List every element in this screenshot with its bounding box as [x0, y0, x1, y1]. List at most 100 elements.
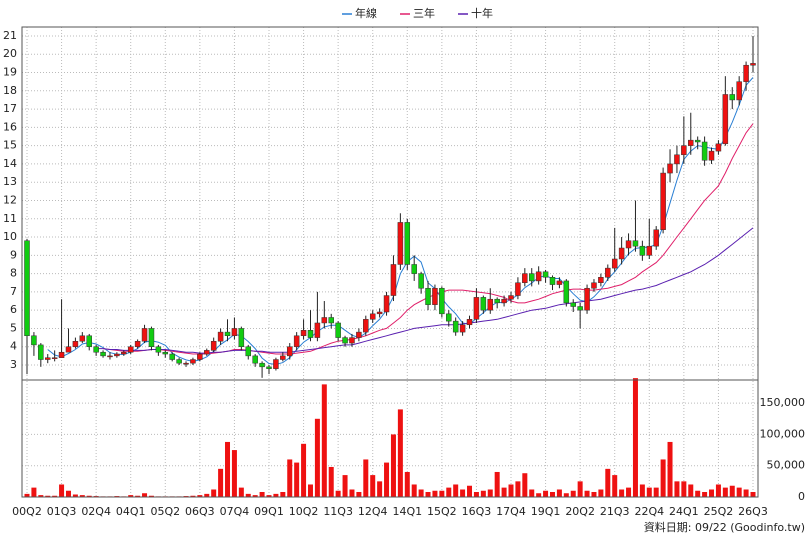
price-tick-label: 11 [3, 212, 17, 225]
price-tick-label: 3 [10, 358, 17, 371]
price-tick-label: 9 [10, 248, 17, 261]
volume-bar [218, 468, 224, 497]
candle-body [563, 280, 570, 304]
x-tick-label: 20Q2 [565, 505, 595, 518]
x-tick-label: 06Q3 [185, 505, 215, 518]
candle-body [750, 63, 756, 66]
volume-bar [411, 484, 417, 497]
volume-bar [639, 484, 645, 497]
volume-bar [591, 491, 597, 497]
candle-body [162, 351, 169, 355]
volume-bar [342, 475, 348, 497]
candle-body [114, 353, 120, 357]
volume-bar [356, 491, 362, 497]
candle-body [307, 330, 314, 338]
volume-bar [577, 481, 583, 497]
volume-bar [467, 485, 473, 497]
price-tick-label: 4 [10, 340, 17, 353]
candle-body [245, 346, 252, 357]
volume-bar [480, 490, 486, 497]
volume-bar [86, 495, 92, 497]
x-tick-label: 00Q2 [12, 505, 42, 518]
volume-bar [570, 490, 576, 497]
candle-body [535, 271, 542, 282]
volume-bar [280, 491, 286, 497]
volume-bar [605, 468, 611, 497]
candle-body [667, 163, 673, 174]
price-tick-label: 12 [3, 193, 17, 206]
candle-body [459, 324, 466, 333]
candle-body [473, 297, 480, 320]
candle-body [24, 240, 30, 337]
candle-body [487, 298, 494, 311]
candle-body [556, 280, 563, 285]
volume-bar [750, 491, 756, 497]
volume-bar [612, 475, 618, 497]
candle-body [38, 344, 44, 360]
candle-body [335, 322, 341, 338]
candle-body [432, 287, 438, 305]
x-tick-label: 17Q4 [496, 505, 526, 518]
volume-bar [632, 378, 638, 497]
volume-tick-label: 100,000 [760, 427, 806, 440]
volume-bar [487, 489, 493, 497]
candle-body [577, 306, 583, 311]
candle-body [397, 222, 404, 265]
volume-bar [584, 490, 590, 497]
candle-body [293, 335, 300, 347]
candle-body [446, 313, 452, 322]
volume-bar [722, 487, 728, 497]
candle-body [93, 346, 99, 353]
volume-bar [142, 493, 148, 497]
candle-body [494, 298, 500, 304]
candle-body [508, 295, 514, 300]
candle-body [321, 317, 328, 324]
volume-bar [238, 487, 244, 497]
candle-body [252, 355, 258, 364]
candle-body [722, 94, 729, 145]
volume-bar [522, 473, 528, 497]
price-tick-label: 18 [3, 84, 17, 97]
candle-body [639, 245, 646, 256]
volume-bar [294, 462, 300, 497]
candle-body [584, 287, 590, 311]
volume-bar [24, 493, 30, 497]
volume-bar [390, 434, 396, 497]
price-tick-label: 7 [10, 285, 17, 298]
candle-body [349, 337, 355, 344]
candle-body [155, 346, 162, 353]
x-tick-label: 25Q2 [704, 505, 734, 518]
candle-body [259, 362, 265, 368]
volume-bar [418, 489, 424, 497]
candle-body [542, 271, 549, 278]
volume-bar [287, 459, 293, 497]
x-tick-label: 09Q1 [254, 505, 284, 518]
candle-body [729, 94, 736, 101]
candle-body [701, 141, 708, 161]
x-tick-label: 12Q4 [358, 505, 388, 518]
candle-body [515, 282, 521, 296]
volume-bar [38, 495, 44, 497]
candle-body [44, 357, 51, 360]
candle-body [328, 317, 334, 324]
candle-body [411, 264, 417, 274]
price-tick-label: 8 [10, 267, 17, 280]
candle-body [286, 346, 293, 357]
candle-body [79, 335, 86, 342]
price-tick-label: 16 [3, 120, 17, 133]
volume-bar [446, 487, 452, 497]
volume-bar [536, 493, 542, 497]
candle-body [425, 287, 431, 305]
volume-bar [549, 491, 555, 497]
candle-body [314, 322, 321, 338]
volume-bar [501, 487, 507, 497]
volume-bar [349, 489, 355, 497]
candle-body [231, 328, 238, 337]
candle-body [480, 297, 487, 311]
candle-body [605, 267, 611, 278]
candle-body [356, 331, 362, 338]
candle-body [708, 150, 715, 161]
volume-bar [736, 487, 742, 497]
candle-body [743, 64, 749, 82]
